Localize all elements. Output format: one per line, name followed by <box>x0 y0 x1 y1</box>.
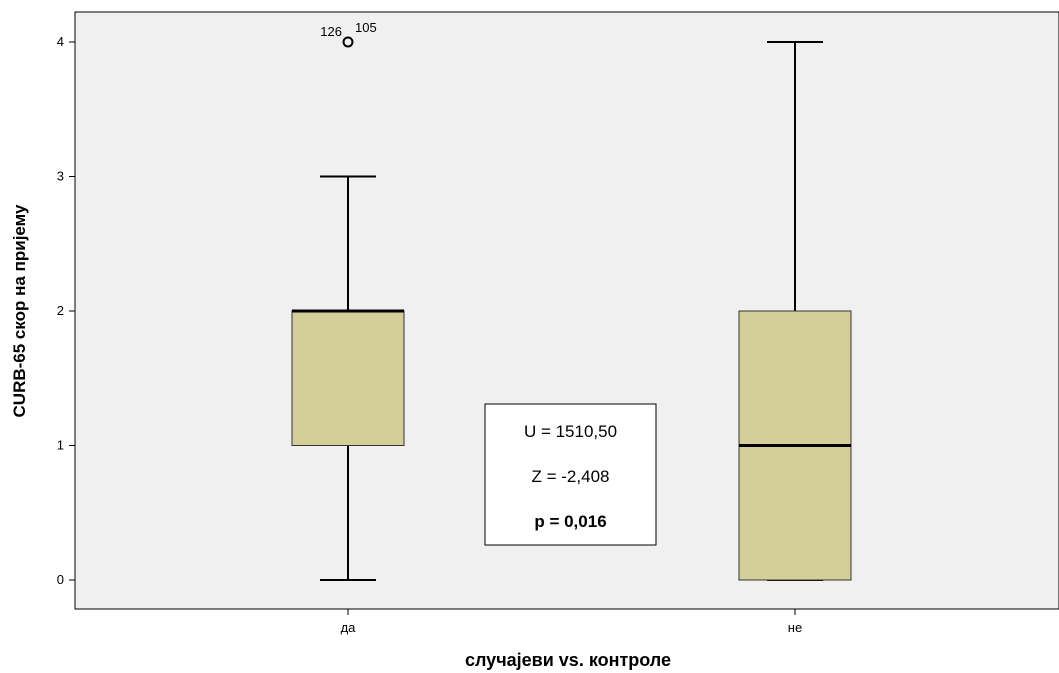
y-tick-label: 2 <box>57 303 64 318</box>
outlier-label: 105 <box>355 20 377 35</box>
box-2 <box>738 41 852 581</box>
stats-annotation: U = 1510,50 Z = -2,408 p = 0,016 <box>484 403 657 546</box>
stats-box <box>484 403 657 546</box>
x-axis-label: случајеви vs. контроле <box>465 650 671 670</box>
stats-line-2: Z = -2,408 <box>532 467 610 486</box>
stats-line-3: p = 0,016 <box>534 512 606 531</box>
x-tick-label-2: не <box>788 620 802 635</box>
x-axis: да не <box>341 609 802 635</box>
y-axis-label: CURB-65 скор на пријему <box>10 204 29 417</box>
y-axis: 0 1 2 3 4 <box>57 34 75 587</box>
iqr-box <box>291 310 405 446</box>
y-tick-label: 1 <box>57 438 64 453</box>
outlier-label: 126 <box>320 24 342 39</box>
outlier-point <box>342 36 354 48</box>
box-1: 126 105 <box>291 20 405 581</box>
y-tick-label: 4 <box>57 34 64 49</box>
x-tick-label-1: да <box>341 620 357 635</box>
y-tick-label: 0 <box>57 572 64 587</box>
boxes: 126 105 <box>291 20 852 581</box>
stats-line-1: U = 1510,50 <box>524 422 617 441</box>
y-tick-label: 3 <box>57 169 64 184</box>
